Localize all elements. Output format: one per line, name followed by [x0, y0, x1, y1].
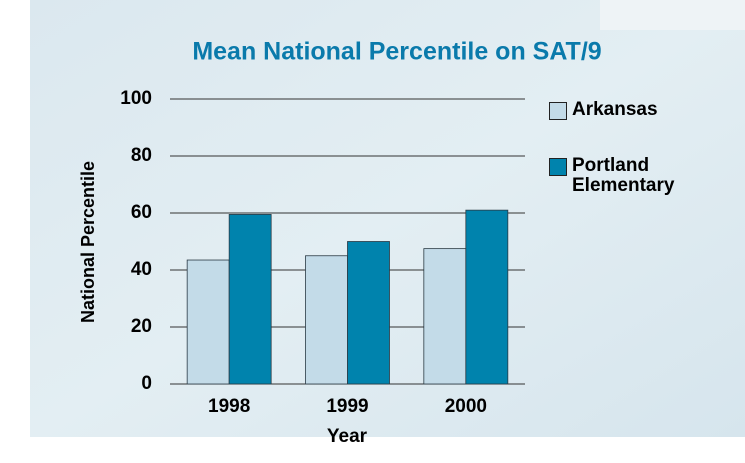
y-tick-label: 20 — [131, 316, 152, 337]
y-tick-label: 80 — [131, 145, 152, 166]
legend-label: Portland Elementary — [572, 155, 675, 196]
y-tick-label: 40 — [131, 259, 152, 280]
legend-swatch — [549, 102, 567, 120]
legend-swatch — [549, 158, 567, 176]
legend-item: Portland Elementary — [549, 156, 709, 196]
x-axis-label: Year — [327, 426, 368, 447]
x-tick-label: 2000 — [445, 396, 487, 417]
y-tick-label: 100 — [120, 88, 152, 109]
y-axis-label: National Percentile — [78, 161, 98, 323]
x-tick-label: 1998 — [208, 396, 250, 417]
bar — [228, 214, 272, 385]
bar — [423, 248, 467, 385]
legend-item: Arkansas — [549, 100, 709, 120]
x-tick-label: 1999 — [326, 396, 368, 417]
y-tick-label: 60 — [131, 202, 152, 223]
legend-label: Arkansas — [572, 99, 658, 120]
bar — [305, 255, 348, 385]
bar — [186, 259, 230, 385]
y-tick-label: 0 — [141, 373, 152, 394]
corner — [600, 0, 745, 30]
bar — [465, 209, 509, 385]
bar — [347, 241, 390, 385]
chart-title: Mean National Percentile on SAT/9 — [192, 38, 601, 66]
